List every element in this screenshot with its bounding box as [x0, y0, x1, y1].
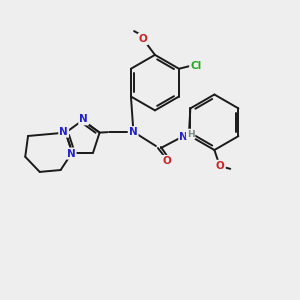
Text: Cl: Cl [190, 61, 201, 71]
Text: H: H [187, 130, 194, 139]
Text: O: O [139, 34, 147, 44]
Text: N: N [179, 132, 188, 142]
Text: N: N [59, 127, 68, 136]
Text: O: O [216, 161, 225, 171]
Text: N: N [129, 127, 137, 137]
Text: N: N [79, 114, 88, 124]
Text: O: O [163, 156, 171, 166]
Text: N: N [67, 148, 76, 158]
